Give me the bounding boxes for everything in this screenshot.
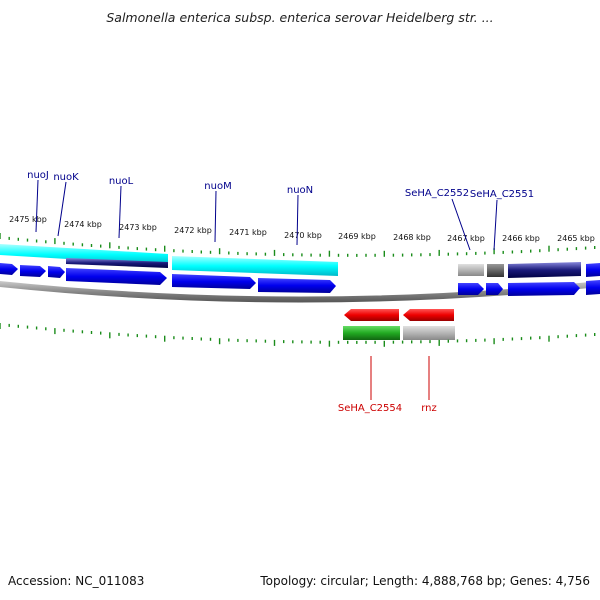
reverse-strand-band <box>343 326 455 340</box>
gene-label-nuoM[interactable]: nuoM <box>204 181 231 192</box>
ruler-label: 2465 kbp <box>557 234 595 243</box>
forward-cds-arrow <box>0 263 18 275</box>
gene-label-leader <box>57 181 67 237</box>
gene-label-nuoJ[interactable]: nuoJ <box>27 170 49 181</box>
forward-cds-arrow <box>66 268 167 285</box>
lower-ruler-ticks <box>0 323 596 347</box>
reverse-cds-arrow <box>344 309 399 321</box>
forward-strand-band <box>0 244 600 278</box>
forward-cds-arrow <box>172 274 256 289</box>
gene-label-leader <box>118 185 122 239</box>
ruler-labels: 2475 kbp 2474 kbp 2473 kbp 2472 kbp 2471 kbp… <box>9 215 595 243</box>
forward-band-segment <box>487 264 504 277</box>
forward-band-segment <box>0 244 168 265</box>
forward-cds-arrow <box>586 280 600 295</box>
ruler-label: 2473 kbp <box>119 223 157 232</box>
gene-label-leader <box>493 199 498 251</box>
forward-band-segment <box>508 262 581 278</box>
gene-label-SeHA_C2552[interactable]: SeHA_C2552 <box>405 188 469 199</box>
ruler-label: 2466 kbp <box>502 234 540 243</box>
gene-label-nuoL[interactable]: nuoL <box>109 176 134 187</box>
forward-cds-arrow <box>458 283 484 295</box>
ruler-label: 2471 kbp <box>229 228 267 237</box>
forward-band-segment <box>586 263 600 277</box>
genome-summary: Topology: circular; Length: 4,888,768 bp… <box>260 574 590 588</box>
ruler-label: 2468 kbp <box>393 233 431 242</box>
forward-band-segment <box>458 264 484 276</box>
gene-label-leader <box>214 190 217 243</box>
forward-cds-track <box>0 263 600 296</box>
ruler-label: 2475 kbp <box>9 215 47 224</box>
gene-label-rnz[interactable]: rnz <box>421 403 437 414</box>
ruler-label: 2470 kbp <box>284 231 322 240</box>
ruler-label: 2469 kbp <box>338 232 376 241</box>
gene-label-nuoK[interactable]: nuoK <box>53 172 79 183</box>
ruler-label: 2474 kbp <box>64 220 102 229</box>
reverse-band-segment <box>343 326 400 340</box>
gene-label-leader <box>35 179 39 233</box>
ruler-label: 2472 kbp <box>174 226 212 235</box>
forward-band-segment <box>66 258 168 268</box>
gene-labels: nuoJ nuoK nuoL nuoM nuoN SeHA_C2552 SeHA… <box>27 170 534 414</box>
gene-label-leader <box>296 194 299 246</box>
forward-cds-arrow <box>258 278 336 293</box>
forward-cds-arrow <box>486 283 503 295</box>
accession-label: Accession: NC_011083 <box>8 574 145 588</box>
reverse-band-segment <box>403 326 455 340</box>
forward-band-segment <box>172 256 338 276</box>
gene-label-SeHA_C2551[interactable]: SeHA_C2551 <box>470 189 534 200</box>
reverse-cds-arrow <box>403 309 454 321</box>
gene-label-nuoN[interactable]: nuoN <box>287 185 313 196</box>
upper-ruler-ticks <box>0 233 596 257</box>
gene-label-leader <box>451 198 471 251</box>
reverse-cds-track <box>344 309 454 321</box>
forward-cds-arrow <box>48 266 65 278</box>
forward-cds-arrow <box>20 265 46 277</box>
forward-cds-arrow <box>508 282 580 296</box>
genome-title: Salmonella enterica subsp. enterica sero… <box>106 10 494 25</box>
gene-label-SeHA_C2554[interactable]: SeHA_C2554 <box>338 403 402 414</box>
genome-backbone <box>0 281 600 303</box>
